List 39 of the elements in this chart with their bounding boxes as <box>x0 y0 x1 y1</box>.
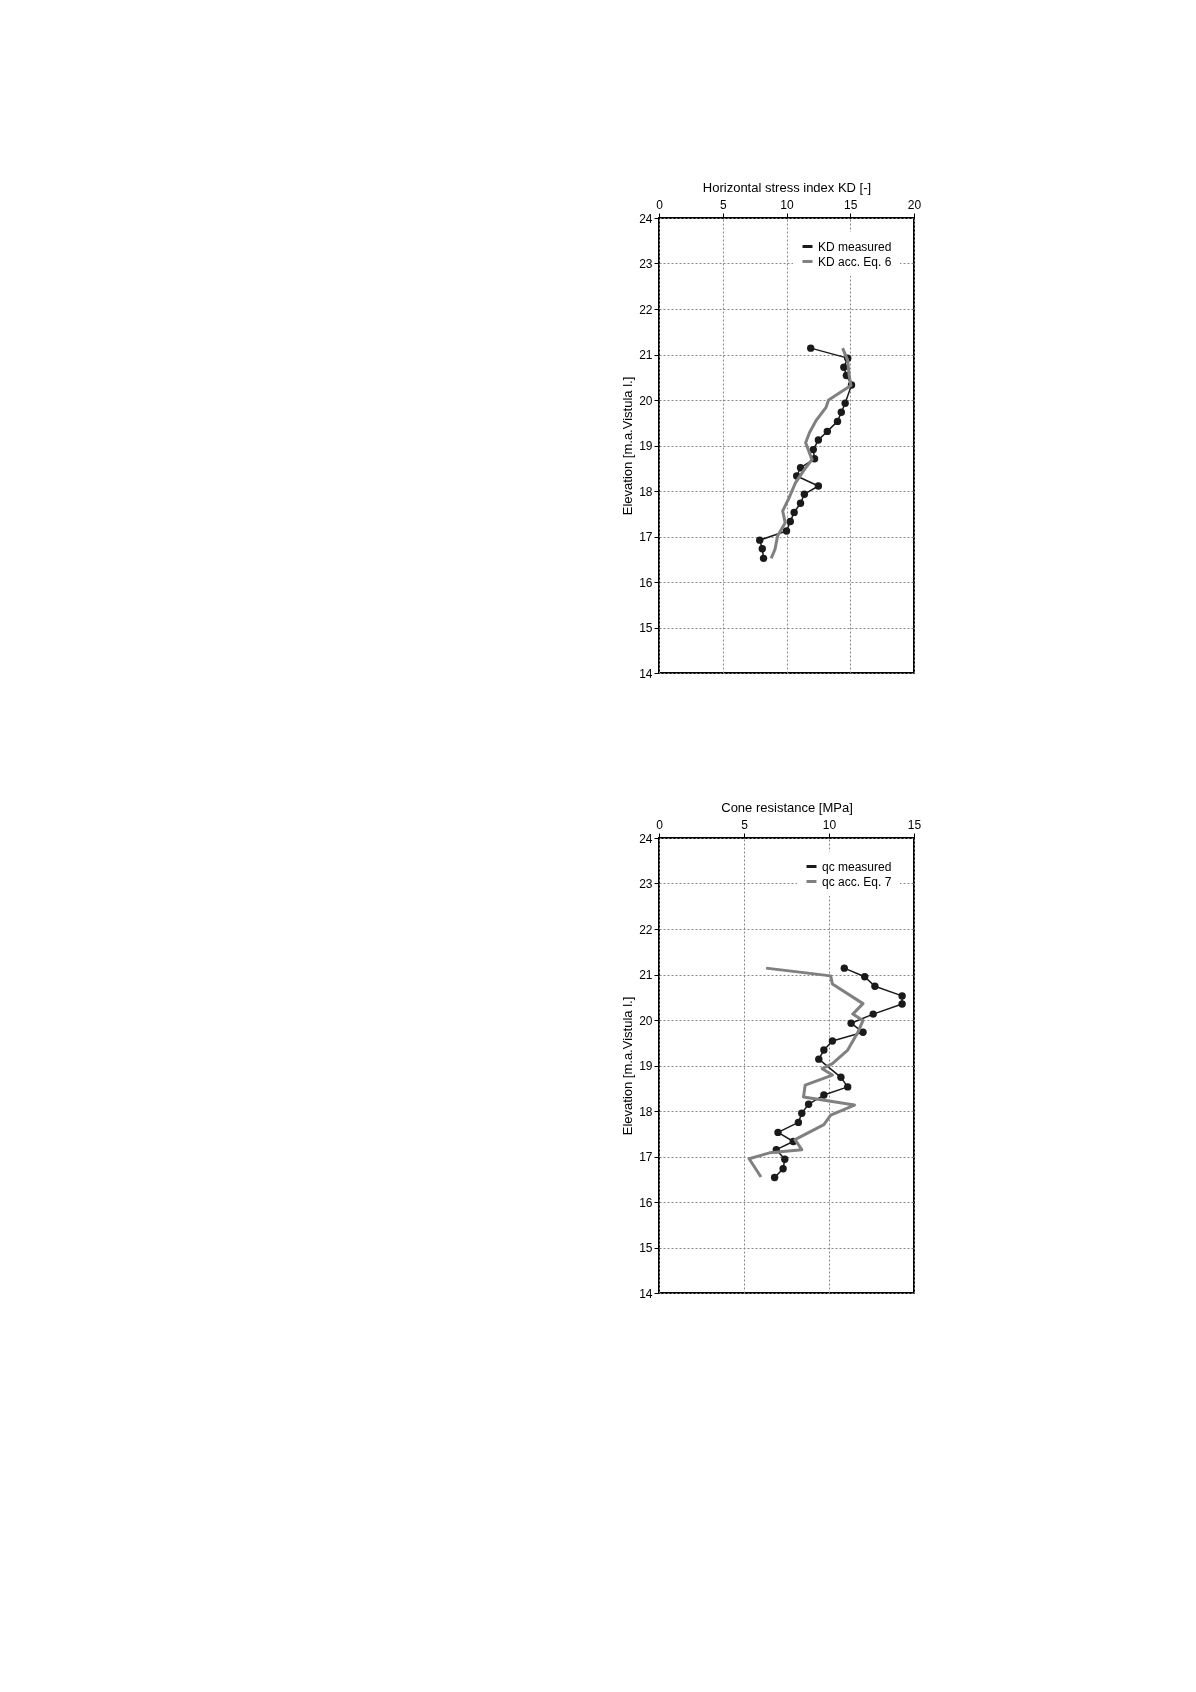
y-tick-label: 21 <box>639 348 653 362</box>
y-tick-label: 20 <box>639 1013 653 1028</box>
y-tick-label: 15 <box>639 1241 653 1255</box>
y-tick-label: 23 <box>639 877 653 891</box>
y-axis-title: Elevation [m.a.Vistula l.] <box>620 376 636 516</box>
y-axis-title: Elevation [m.a.Vistula l.] <box>620 996 636 1136</box>
legend-label: KD acc. Eq. 6 <box>818 254 892 269</box>
y-tick-label: 20 <box>639 393 653 408</box>
x-tick-label: 10 <box>780 197 794 212</box>
y-tick-label: 17 <box>639 530 653 544</box>
y-tick-label: 16 <box>639 575 653 590</box>
x-axis-title: Horizontal stress index KD [-] <box>702 179 872 195</box>
y-tick-label: 18 <box>639 1104 653 1119</box>
y-tick-label: 24 <box>639 831 653 846</box>
x-tick-label: 15 <box>907 817 922 832</box>
y-tick-label: 22 <box>639 302 653 317</box>
x-tick-label: 0 <box>656 817 664 832</box>
y-tick-label: 22 <box>639 922 653 937</box>
y-tick-label: 24 <box>639 211 653 226</box>
legend-label: qc measured <box>822 859 892 874</box>
x-axis-title: Cone resistance [MPa] <box>721 799 853 815</box>
y-tick-label: 14 <box>639 666 653 681</box>
y-tick-label: 16 <box>639 1195 653 1210</box>
x-tick-label: 5 <box>719 197 727 212</box>
y-tick-label: 19 <box>639 439 653 453</box>
y-tick-label: 14 <box>639 1286 653 1301</box>
y-tick-label: 21 <box>639 968 653 982</box>
x-tick-label: 15 <box>844 197 858 212</box>
x-tick-label: 10 <box>822 817 837 832</box>
legend-label: KD measured <box>818 239 892 254</box>
x-tick-label: 20 <box>907 197 922 212</box>
y-tick-label: 15 <box>639 621 653 635</box>
y-tick-label: 17 <box>639 1150 653 1164</box>
y-tick-label: 18 <box>639 484 653 499</box>
y-tick-label: 23 <box>639 257 653 271</box>
x-tick-label: 0 <box>656 197 664 212</box>
legend-label: qc acc. Eq. 7 <box>822 874 892 889</box>
x-tick-label: 5 <box>741 817 749 832</box>
y-tick-label: 19 <box>639 1059 653 1073</box>
